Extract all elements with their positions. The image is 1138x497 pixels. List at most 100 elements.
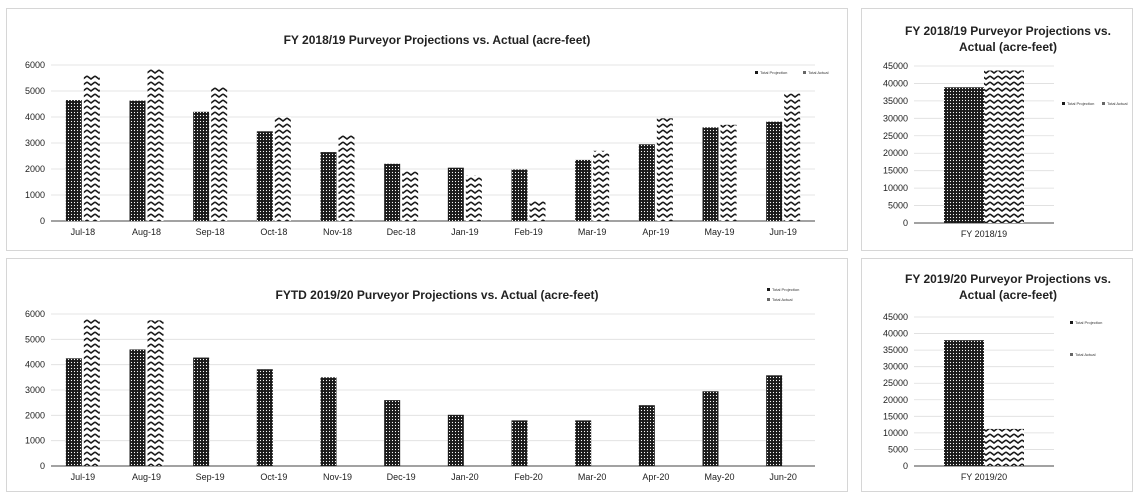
x-tick-label: FY 2018/19 xyxy=(961,229,1007,239)
legend-swatch xyxy=(1062,102,1065,105)
bar-total-actual xyxy=(211,87,228,221)
bar-total-actual xyxy=(402,171,419,221)
bar-total-actual xyxy=(529,200,546,221)
y-tick-label: 40000 xyxy=(883,329,908,339)
bar-total-projection xyxy=(702,127,719,221)
bar-total-projection xyxy=(944,340,984,466)
y-tick-label: 30000 xyxy=(883,113,908,123)
bar-total-projection xyxy=(766,375,783,466)
x-tick-label: Dec-19 xyxy=(387,472,416,482)
bar-total-actual xyxy=(720,124,737,221)
chart-svg: 0 1000 2000 3000 4000 5000 6000 Jul-18 Aug-18 Sep… xyxy=(25,33,829,237)
x-tick-label: May-19 xyxy=(704,227,734,237)
y-tick-label: 0 xyxy=(40,461,45,471)
bar-total-projection xyxy=(193,357,210,466)
monthly-chart-fytd2019-20: 0 1000 2000 3000 4000 5000 6000 Jul-19 Aug-19 Sep… xyxy=(6,258,848,492)
y-tick-label: 10000 xyxy=(883,183,908,193)
bar-total-actual xyxy=(984,70,1024,223)
bar-total-projection xyxy=(944,87,984,223)
x-tick-label: Sep-18 xyxy=(196,227,225,237)
bar-total-projection xyxy=(65,358,82,466)
y-tick-label: 4000 xyxy=(25,112,45,122)
x-tick-label: Jan-20 xyxy=(451,472,479,482)
bar-total-projection xyxy=(447,167,464,221)
bar-total-projection xyxy=(766,121,783,221)
chart-title: FY 2019/20 Purveyor Projections vs. Actua… xyxy=(905,272,1111,302)
bar-total-projection xyxy=(256,369,273,466)
legend-swatch xyxy=(1102,102,1105,105)
chart-title: FY 2018/19 Purveyor Projections vs. Actua… xyxy=(905,24,1111,54)
x-tick-label: Feb-20 xyxy=(514,472,543,482)
y-tick-label: 6000 xyxy=(25,309,45,319)
bar-total-actual xyxy=(784,93,801,221)
x-tick-label: Dec-18 xyxy=(387,227,416,237)
y-tick-label: 15000 xyxy=(883,411,908,421)
y-tick-label: 2000 xyxy=(25,164,45,174)
bar-total-projection xyxy=(256,131,273,221)
bar-total-actual xyxy=(147,320,164,466)
x-tick-label: Mar-20 xyxy=(578,472,607,482)
legend-swatch xyxy=(755,71,758,74)
x-tick-label: Oct-19 xyxy=(260,472,287,482)
bar-total-projection xyxy=(638,144,655,221)
bar-total-actual xyxy=(83,319,100,466)
legend-label: Total Projection xyxy=(760,70,787,75)
y-tick-label: 0 xyxy=(903,461,908,471)
y-tick-label: 15000 xyxy=(883,166,908,176)
bar-total-actual xyxy=(338,135,355,221)
y-tick-label: 5000 xyxy=(25,334,45,344)
x-tick-label: Nov-18 xyxy=(323,227,352,237)
legend-label: Total Projection xyxy=(1067,101,1094,106)
y-tick-label: 2000 xyxy=(25,410,45,420)
chart-svg: 0 5000 10000 15000 20000 25000 30000 35000 40000… xyxy=(883,24,1128,239)
y-tick-label: 30000 xyxy=(883,362,908,372)
y-tick-label: 3000 xyxy=(25,385,45,395)
legend-swatch xyxy=(767,298,770,301)
bar-total-projection xyxy=(129,349,146,466)
legend-label: Total Actual xyxy=(1107,101,1128,106)
y-tick-label: 1000 xyxy=(25,190,45,200)
x-tick-label: Apr-20 xyxy=(642,472,669,482)
y-tick-label: 20000 xyxy=(883,395,908,405)
y-tick-label: 45000 xyxy=(883,312,908,322)
legend-label: Total Projection xyxy=(1075,320,1102,325)
x-tick-label: Jul-19 xyxy=(71,472,96,482)
x-tick-label: Jun-19 xyxy=(769,227,797,237)
legend-swatch xyxy=(767,288,770,291)
y-tick-label: 25000 xyxy=(883,131,908,141)
y-tick-label: 5000 xyxy=(888,444,908,454)
chart-svg: 0 5000 10000 15000 20000 25000 30000 35000 40000… xyxy=(883,272,1111,482)
y-tick-label: 35000 xyxy=(883,345,908,355)
bar-total-projection xyxy=(447,414,464,466)
x-tick-label: Jul-18 xyxy=(71,227,96,237)
x-tick-label: May-20 xyxy=(704,472,734,482)
x-tick-label: Aug-19 xyxy=(132,472,161,482)
bar-total-actual xyxy=(147,68,164,222)
x-tick-label: Apr-19 xyxy=(642,227,669,237)
legend-label: Total Actual xyxy=(1075,352,1096,357)
legend-label: Total Actual xyxy=(808,70,829,75)
bar-total-actual xyxy=(656,118,673,221)
bar-total-projection xyxy=(638,405,655,466)
bar-total-actual xyxy=(465,175,482,221)
bar-total-actual xyxy=(83,74,100,221)
y-tick-label: 40000 xyxy=(883,78,908,88)
x-tick-label: Oct-18 xyxy=(260,227,287,237)
x-tick-label: Sep-19 xyxy=(196,472,225,482)
bar-total-projection xyxy=(575,420,592,466)
bar-total-projection xyxy=(193,111,210,221)
chart-title: FY 2018/19 Purveyor Projections vs. Actu… xyxy=(284,33,591,47)
y-tick-label: 1000 xyxy=(25,436,45,446)
bar-total-actual xyxy=(274,117,291,221)
bar-total-projection xyxy=(129,100,146,221)
legend-swatch xyxy=(803,71,806,74)
x-tick-label: Aug-18 xyxy=(132,227,161,237)
y-tick-label: 3000 xyxy=(25,138,45,148)
bar-total-actual xyxy=(593,150,610,221)
x-tick-label: Nov-19 xyxy=(323,472,352,482)
y-tick-label: 5000 xyxy=(888,201,908,211)
bar-total-projection xyxy=(65,100,82,221)
x-tick-label: Mar-19 xyxy=(578,227,607,237)
y-tick-label: 4000 xyxy=(25,360,45,370)
bar-total-projection xyxy=(384,163,401,221)
